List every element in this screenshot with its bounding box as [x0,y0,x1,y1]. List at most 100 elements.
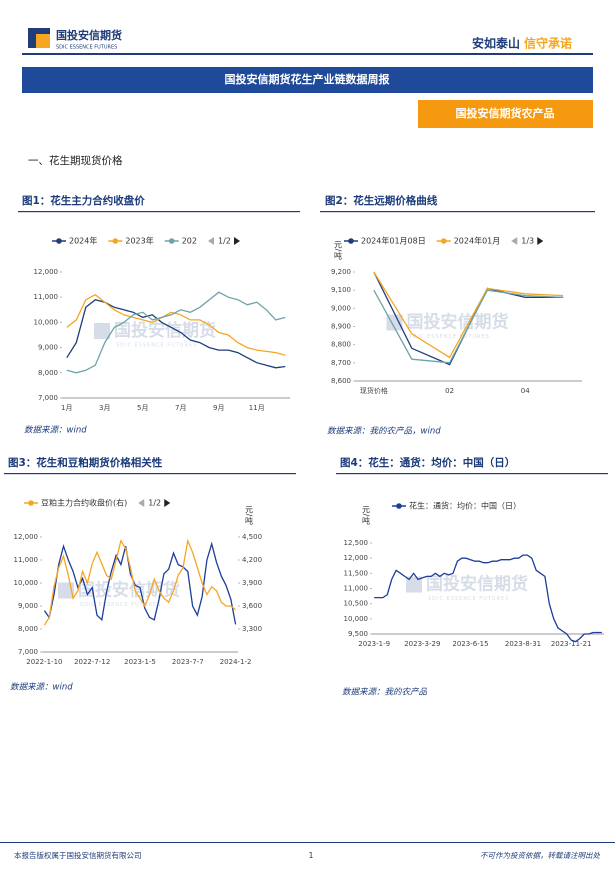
footer-right: 不可作为投资依据，转载请注明出处 [480,851,600,860]
logo-en: SDIC ESSENCE FUTURES [56,45,117,51]
logo-cn: 国投安信期货 [56,28,122,42]
x-tick-label: 2022-7-12 [74,658,110,666]
x-tick-label: 7月 [175,404,186,412]
legend-page: 1/2 [218,237,231,246]
series-line [66,293,286,356]
legend-label: 豆粕主力合约收盘价(右) [41,498,127,508]
y-tick-label: 12,000 [34,268,59,276]
pager-next[interactable] [537,237,544,245]
watermark: 国投安信期货 [114,320,216,341]
legend-dot [56,238,62,244]
legend-dot [396,503,402,509]
y-tick-label: 8,000 [18,625,38,633]
x-tick-label: 3月 [99,404,110,412]
x-tick-label: 2023-6-15 [452,640,488,648]
legend-label: 花生：通货：均价：中国（日） [409,501,521,511]
y-tick-label: 11,000 [34,293,59,301]
watermark-logo [386,314,403,331]
watermark: SDIC ESSENCE FUTURES [80,602,161,608]
x-tick-label: 2023-3-29 [404,640,440,648]
legend-dot [28,500,34,506]
legend-page: 1/2 [148,499,161,508]
series-line [66,291,286,374]
y-tick-label: 11,000 [14,556,39,564]
figure-rule [18,211,300,213]
figure-title: 图2：花生远期价格曲线 [325,194,438,207]
page-number: 1 [309,851,314,860]
source: 数据来源：wind [10,682,73,693]
series-line [43,541,237,625]
y-axis-label: 元/吨 [362,506,371,525]
legend-label: 202 [182,237,197,246]
pager-prev [511,237,518,245]
legend-dot [348,238,354,244]
pager-next[interactable] [164,499,171,507]
y-tick-label: 11,500 [344,569,369,577]
y-tick-label: 10,000 [34,318,59,326]
legend-label: 2024年01月 [454,236,501,246]
y-tick-label: 7,000 [38,394,58,402]
y-tick-label: 9,000 [18,602,38,610]
y-tick-label: 9,000 [38,344,58,352]
y2-tick-label: 3,300 [242,625,262,633]
x-tick-label: 11月 [249,404,265,412]
series-line [43,538,237,626]
x-tick-label: 9月 [213,404,224,412]
x-tick-label: 现货价格 [360,386,388,395]
watermark: 国投安信期货 [78,580,180,601]
watermark: 国投安信期货 [407,312,509,333]
series-line [373,289,564,364]
figure-rule [4,473,296,475]
y-tick-label: 12,000 [14,533,39,541]
legend-label: 2024年01月08日 [361,236,426,246]
y-tick-label: 9,100 [331,286,351,294]
legend-page: 1/3 [521,237,534,246]
y2-axis-label: 元/吨 [245,506,254,525]
slogan: 信守承诺 [524,36,572,51]
series-line [373,271,564,359]
y-tick-label: 8,600 [331,377,351,385]
x-tick-label: 2023-7-7 [172,658,204,666]
source: 数据来源：我的农产品 [342,687,428,698]
legend-dot [112,238,119,244]
source: 数据来源：wind [24,425,87,436]
tag-box [418,100,593,128]
source: 数据来源：我的农产品，wind [327,426,441,437]
section-title: 一、花生期现货价格 [28,154,123,167]
figure-rule [336,473,608,475]
logo-mark-inner [36,34,50,48]
legend-dot [168,238,175,244]
watermark-logo [406,576,422,593]
y-axis-label: 元/吨 [334,241,343,260]
y-tick-label: 10,000 [344,615,369,623]
y-tick-label: 10,500 [344,600,369,608]
banner [22,67,593,93]
x-tick-label: 04 [521,387,530,395]
watermark: SDIC ESSENCE FUTURES [409,334,490,340]
figure-title: 图3：花生和豆粕期货价格相关性 [8,456,163,469]
pager-prev [138,499,145,507]
series-line [374,554,602,643]
y-tick-label: 9,200 [331,268,351,276]
y-tick-label: 8,800 [331,341,351,349]
y2-tick-label: 4,200 [242,556,262,564]
x-tick-label: 2022-1-10 [26,658,62,666]
y-tick-label: 11,000 [344,585,369,593]
figure-title: 图4：花生：通货：均价：中国（日） [340,456,515,469]
y-tick-label: 8,700 [331,359,351,367]
banner-title: 国投安信期货花生产业链数据周报 [225,72,391,86]
y2-tick-label: 4,500 [242,533,262,541]
watermark-logo [94,323,110,339]
y-tick-label: 10,000 [14,579,39,587]
series-line [66,298,286,369]
y2-tick-label: 3,600 [242,602,262,610]
pager-next[interactable] [234,237,240,245]
y-tick-label: 8,000 [38,369,58,377]
legend-label: 2023年 [125,236,153,246]
watermark: 国投安信期货 [426,574,528,595]
x-tick-label: 2023-1-5 [124,658,156,666]
y-tick-label: 9,500 [348,630,368,638]
x-tick-label: 5月 [137,404,148,412]
